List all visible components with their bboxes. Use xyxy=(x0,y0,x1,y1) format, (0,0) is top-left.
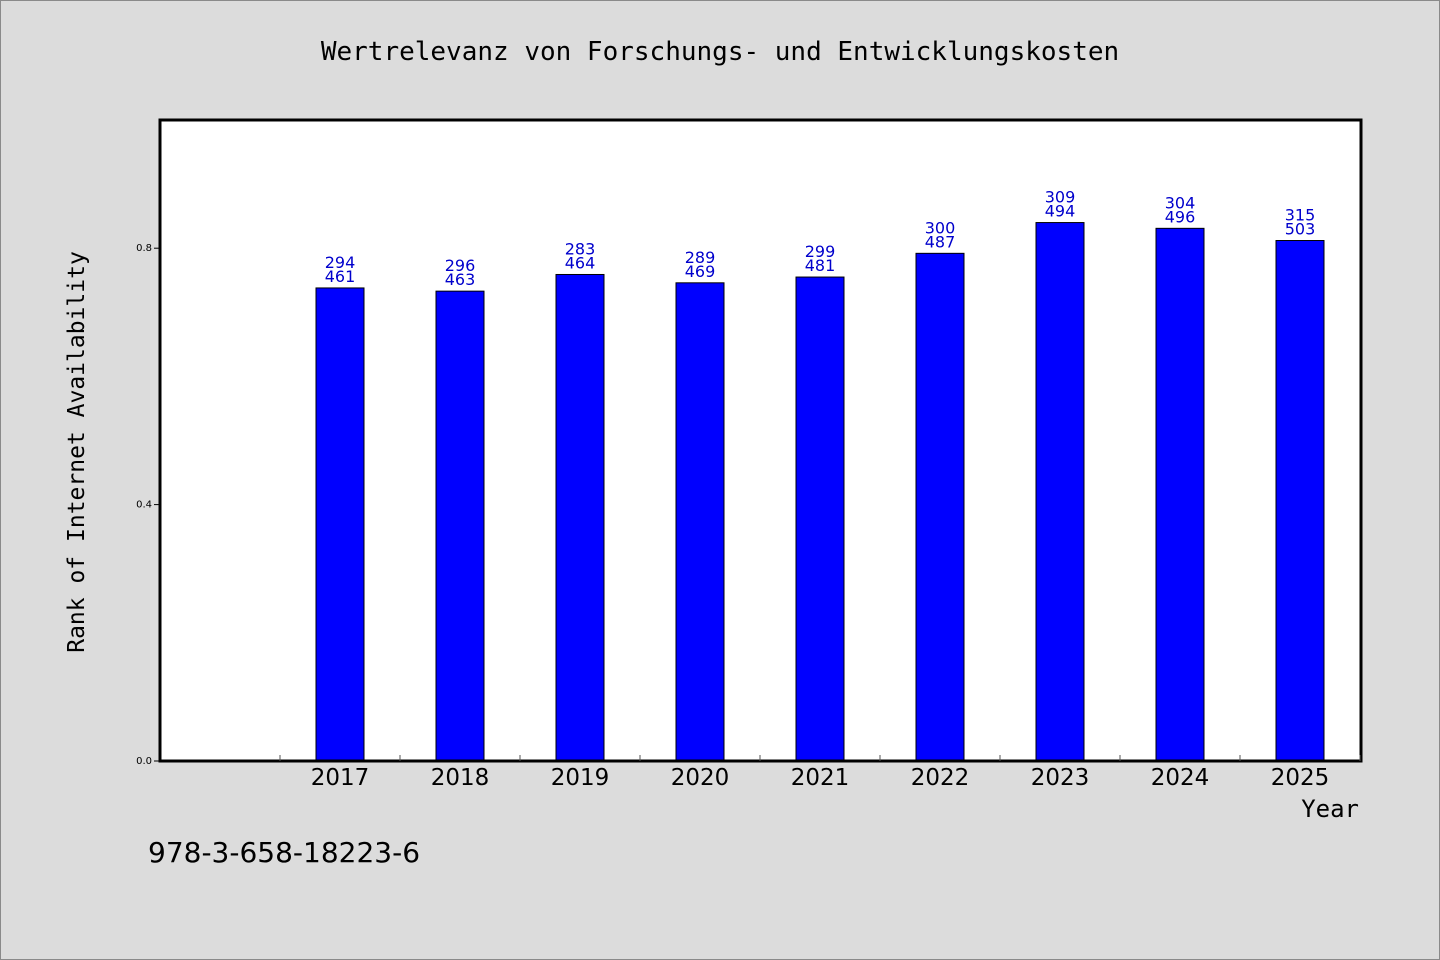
x-tick-label: 2023 xyxy=(1031,765,1090,791)
data-label-bottom: 481 xyxy=(805,256,836,275)
chart-title: Wertrelevanz von Forschungs- und Entwick… xyxy=(321,37,1119,67)
data-label-bottom: 487 xyxy=(925,232,956,251)
y-axis: 0.0 0.4 0.8 xyxy=(136,243,160,767)
data-label-bottom: 496 xyxy=(1165,207,1196,226)
data-label-bottom: 469 xyxy=(685,262,716,281)
footer-text: 978-3-658-18223-6 xyxy=(148,836,420,869)
bar-2024 xyxy=(1155,227,1205,762)
x-tick-label: 2022 xyxy=(911,765,970,791)
data-label-bottom: 461 xyxy=(325,267,356,286)
data-label-bottom: 464 xyxy=(565,253,596,272)
x-axis-label: Year xyxy=(1301,795,1359,823)
bars-layer xyxy=(315,222,1325,762)
data-label-bottom: 494 xyxy=(1045,202,1076,221)
data-label-top: 296 xyxy=(445,256,476,275)
bar-2021 xyxy=(795,276,845,762)
bar-2025 xyxy=(1275,240,1325,762)
x-tick-label: 2020 xyxy=(671,765,730,791)
x-tick-label: 2019 xyxy=(551,765,610,791)
data-label-top: 315 xyxy=(1285,206,1316,225)
bar-2020 xyxy=(675,282,725,762)
x-tick-label: 2021 xyxy=(791,765,850,791)
x-tick-label: 2017 xyxy=(311,765,370,791)
data-label-top: 294 xyxy=(325,253,356,272)
y-tick-label: 0.4 xyxy=(136,500,152,511)
x-axis: 2017 2018 2019 2020 2021 2022 2023 2024 2025 xyxy=(279,755,1361,791)
bar-2023 xyxy=(1035,222,1085,762)
x-tick-label: 2018 xyxy=(431,765,490,791)
bar-2017 xyxy=(315,287,365,762)
data-label-top: 309 xyxy=(1045,188,1076,207)
y-tick-label: 0.8 xyxy=(136,243,152,254)
data-label-top: 304 xyxy=(1165,193,1196,212)
data-label-top: 299 xyxy=(805,242,836,261)
data-label-bottom: 463 xyxy=(445,270,476,289)
x-tick-label: 2024 xyxy=(1151,765,1210,791)
y-tick-label: 0.0 xyxy=(136,756,152,767)
data-label-top: 289 xyxy=(685,248,716,267)
y-axis-label: Rank of Internet Availability xyxy=(64,251,90,653)
bar-2018 xyxy=(435,290,485,762)
bar-2019 xyxy=(555,273,605,762)
bar-2022 xyxy=(915,252,965,762)
data-label-bottom: 503 xyxy=(1285,220,1316,239)
data-label-top: 300 xyxy=(925,218,956,237)
data-label-top: 283 xyxy=(565,239,596,258)
x-tick-label: 2025 xyxy=(1271,765,1330,791)
